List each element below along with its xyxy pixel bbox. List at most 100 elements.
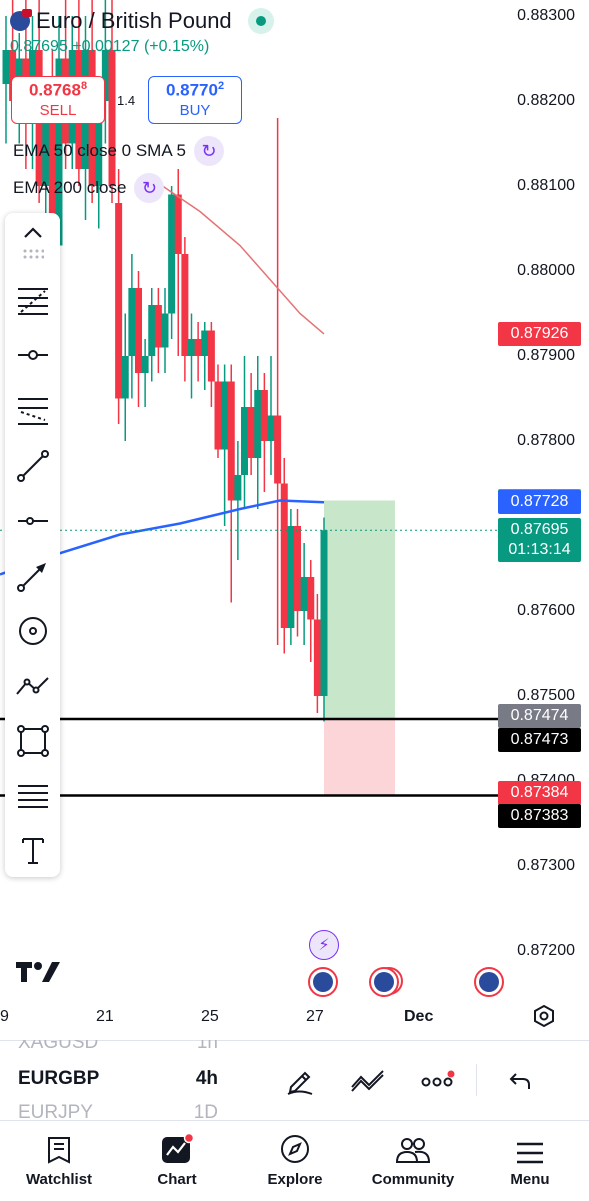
bar-countdown: 01:13:14 [508, 541, 571, 559]
eu-event-icon[interactable] [308, 967, 338, 997]
candle-body [254, 390, 262, 458]
last-price-tag[interactable]: 0.87695 01:13:14 [498, 518, 581, 563]
pitchfan-icon[interactable] [5, 390, 60, 430]
sell-label: SELL [39, 101, 77, 119]
ema50-line [0, 499, 325, 576]
ema50-price-tag[interactable]: 0.87728 [498, 490, 581, 515]
price-axis-label: 0.87900 [517, 347, 575, 364]
nav-chart[interactable]: Chart [118, 1121, 236, 1201]
candle-body [207, 330, 215, 382]
candle-body [274, 415, 282, 484]
chart-area[interactable]: 0.88300 0.88200 0.88100 0.88000 0.87900 0.878… [0, 0, 589, 1000]
symbol-header[interactable]: Euro / British Pound 0.87695 +0.00127 (+… [10, 8, 274, 56]
candle-body [174, 194, 182, 254]
fib-retracement-icon[interactable] [5, 280, 60, 320]
candle-body [260, 390, 268, 441]
pencil-icon[interactable] [280, 1060, 320, 1100]
eu-event-icon[interactable] [369, 967, 403, 997]
time-label: 27 [306, 1008, 324, 1025]
drag-handle-icon[interactable] [5, 241, 60, 267]
candle-body [108, 50, 116, 186]
candle-body [294, 526, 301, 611]
entry-line-price-tag[interactable]: 0.87473 [498, 727, 581, 752]
trend-line-icon[interactable] [5, 446, 60, 486]
ema200-price-tag[interactable]: 0.87926 [498, 321, 581, 346]
sell-button[interactable]: 0.87688 SELL [11, 76, 105, 124]
nav-community[interactable]: Community [354, 1121, 472, 1201]
indicator-ema200-label[interactable]: EMA 200 close [13, 178, 127, 197]
candle-body [313, 619, 321, 696]
nav-label: Watchlist [25, 1171, 93, 1188]
symbol-row[interactable]: XAGUSD 1h [18, 1040, 218, 1054]
tradingview-logo-icon [16, 958, 62, 989]
symbol-row[interactable]: EURJPY 1D [18, 1102, 218, 1120]
candle-body [287, 526, 295, 628]
stop-price-tag[interactable]: 0.87384 [498, 780, 581, 805]
rectangle-icon[interactable] [5, 721, 60, 761]
spread-value: 1.4 [117, 93, 136, 108]
price-axis-label: 0.87300 [517, 857, 575, 874]
more-icon[interactable] [418, 1060, 458, 1100]
price-axis-label: 0.88300 [517, 7, 575, 24]
eu-event-icon[interactable] [474, 967, 504, 997]
stop-loss-zone[interactable] [324, 718, 395, 796]
time-label: 21 [96, 1008, 114, 1025]
indicators-icon[interactable] [348, 1060, 388, 1100]
symbol-title[interactable]: Euro / British Pound [36, 8, 232, 33]
buy-price-pip: 2 [217, 80, 225, 92]
entry-price-tag[interactable]: 0.87474 [498, 704, 581, 729]
nav-menu[interactable]: Menu [471, 1121, 589, 1201]
candle-body [320, 530, 328, 696]
price-axis-label: 0.88000 [517, 262, 575, 279]
symbol-interval-picker[interactable]: XAGUSD 1h EURGBP 4h EURJPY 1D [0, 1040, 240, 1120]
time-label: Dec [404, 1008, 434, 1025]
candle-body [188, 339, 195, 356]
indicator-ema50-label[interactable]: EMA 50 close 0 SMA 5 [13, 141, 186, 160]
symbol-interval: 1h [196, 1040, 218, 1053]
horizontal-line-icon[interactable] [5, 501, 60, 541]
stop-line-price-tag[interactable]: 0.87383 [498, 804, 581, 829]
candle-body [201, 330, 209, 356]
price-axis-label: 0.88200 [517, 92, 575, 109]
time-axis[interactable]: 9 21 25 27 Dec [0, 1004, 589, 1036]
lightning-event-icon[interactable]: ⚡ [309, 930, 339, 960]
undo-icon[interactable] [500, 1060, 540, 1100]
candle-body [227, 381, 235, 501]
indicator-ema50[interactable]: EMA 50 close 0 SMA 5 ↻ [13, 136, 224, 166]
time-label: 9 [0, 1008, 9, 1025]
take-profit-zone[interactable] [324, 500, 395, 719]
nav-label: Community [371, 1171, 455, 1188]
refresh-icon[interactable]: ↻ [193, 136, 224, 166]
parallel-channel-icon[interactable] [5, 776, 60, 816]
nav-watchlist[interactable]: Watchlist [0, 1121, 118, 1201]
horizontal-ray-icon[interactable] [5, 335, 60, 375]
candle-body [154, 305, 162, 348]
candle-body [9, 50, 17, 101]
candle-body [2, 50, 10, 84]
candle-body [280, 483, 288, 628]
nav-explore[interactable]: Explore [236, 1121, 354, 1201]
candle-body [148, 305, 156, 356]
candle-body [115, 203, 123, 399]
last-price-value: 0.87695 [510, 521, 569, 539]
arrow-icon[interactable] [5, 556, 60, 596]
nav-label: Explore [267, 1171, 323, 1188]
chevron-up-icon[interactable] [5, 213, 60, 253]
buy-button[interactable]: 0.87702 BUY [148, 76, 242, 124]
candle-body [55, 58, 63, 246]
circle-icon[interactable] [5, 611, 60, 651]
text-icon[interactable] [5, 831, 60, 871]
price-change: +0.00127 [72, 38, 140, 55]
refresh-icon[interactable]: ↻ [134, 173, 165, 203]
candle-body [168, 194, 176, 314]
settings-icon[interactable] [532, 1004, 556, 1033]
symbol-row-selected[interactable]: EURGBP 4h [18, 1068, 218, 1090]
market-open-icon [247, 8, 274, 34]
ema200-line [149, 176, 325, 335]
sell-price-pip: 8 [80, 80, 88, 92]
candle-body [48, 118, 56, 246]
candle-body [101, 50, 109, 101]
path-icon[interactable] [5, 666, 60, 706]
sell-price: 0.8768 [28, 80, 81, 100]
indicator-ema200[interactable]: EMA 200 close ↻ [13, 173, 165, 203]
